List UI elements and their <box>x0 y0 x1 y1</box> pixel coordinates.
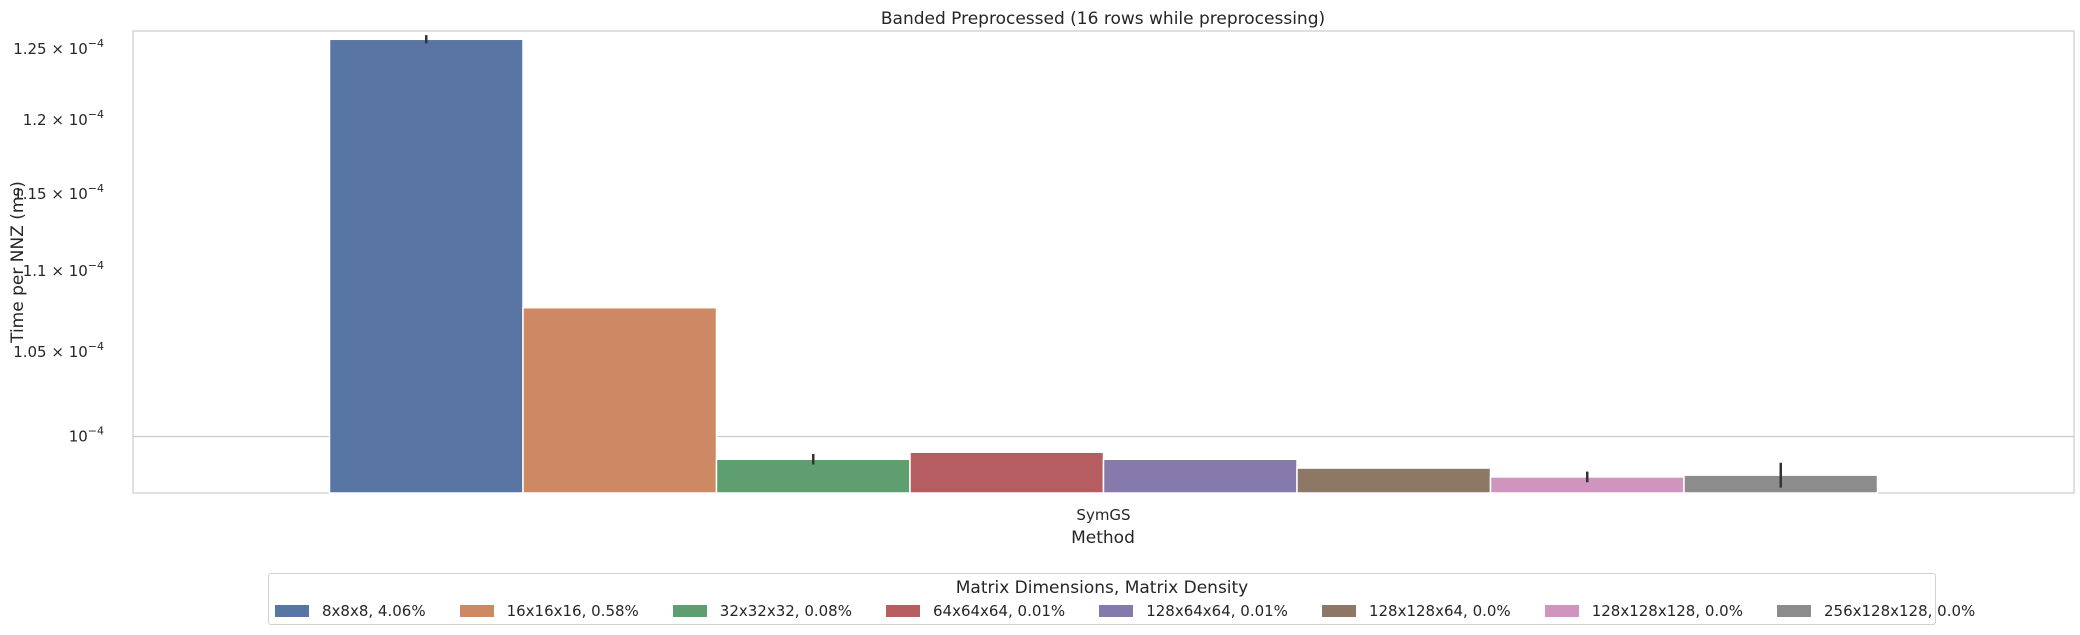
y-tick-label: 1.05 × 10−4 <box>13 340 104 361</box>
legend-item: 128x128x128, 0.0% <box>1544 602 1743 620</box>
y-tick-label: 1.15 × 10−4 <box>13 182 104 203</box>
legend-item: 64x64x64, 0.01% <box>885 602 1066 620</box>
legend-item: 32x32x32, 0.08% <box>672 602 852 620</box>
y-tick-labels: 10−4 1.05 × 10−4 1.1 × 10−4 1.15 × 10−4 1.2 … <box>13 37 104 446</box>
legend-items: 8x8x8, 4.06% 16x16x16, 0.58% 32x32x32, 0.0… <box>275 602 1975 620</box>
legend-swatch <box>1321 605 1356 617</box>
legend-swatch <box>1776 605 1811 617</box>
y-axis-label: Time per NNZ (ms) <box>8 181 28 344</box>
legend-label: 256x128x128, 0.0% <box>1823 602 1976 620</box>
legend-item: 256x128x128, 0.0% <box>1776 602 1976 620</box>
y-tick-label: 1.1 × 10−4 <box>23 259 104 280</box>
error-bars <box>425 35 1782 488</box>
legend-item: 16x16x16, 0.58% <box>459 602 639 620</box>
legend-swatch <box>1099 605 1134 617</box>
bar <box>909 451 1105 494</box>
legend-label: 8x8x8, 4.06% <box>322 602 426 620</box>
bar <box>328 38 524 494</box>
y-tick-label: 1.2 × 10−4 <box>23 108 104 129</box>
legend-swatch <box>459 605 494 617</box>
legend-swatch <box>885 605 920 617</box>
legend-label: 32x32x32, 0.08% <box>719 602 852 620</box>
legend-item: 128x64x64, 0.01% <box>1099 602 1288 620</box>
x-axis-label: Method <box>1071 528 1135 548</box>
bar <box>1102 458 1298 494</box>
legend-label: 64x64x64, 0.01% <box>932 602 1066 620</box>
y-tick-label: 1.25 × 10−4 <box>13 37 104 58</box>
legend-item: 128x128x64, 0.0% <box>1321 602 1511 620</box>
bars <box>328 38 1879 494</box>
chart-title: Banded Preprocessed (16 rows while prepr… <box>881 9 1325 29</box>
x-tick-labels: SymGS <box>1076 506 1130 524</box>
legend-swatch <box>275 605 309 617</box>
x-tick-label: SymGS <box>1076 506 1130 524</box>
legend-label: 128x64x64, 0.01% <box>1146 602 1288 620</box>
bar <box>1296 467 1492 494</box>
legend-title: Matrix Dimensions, Matrix Density <box>955 578 1249 598</box>
legend-label: 16x16x16, 0.58% <box>506 602 639 620</box>
chart: 10−4 1.05 × 10−4 1.1 × 10−4 1.15 × 10−4 1.2 … <box>8 9 2075 548</box>
bar <box>522 306 718 494</box>
legend: Matrix Dimensions, Matrix Density 8x8x8,… <box>268 573 1975 625</box>
legend-label: 128x128x64, 0.0% <box>1368 602 1511 620</box>
legend-label: 128x128x128, 0.0% <box>1591 602 1743 620</box>
y-tick-label: 10−4 <box>69 425 104 446</box>
legend-swatch <box>672 605 707 617</box>
legend-swatch <box>1544 605 1579 617</box>
legend-item: 8x8x8, 4.06% <box>275 602 426 620</box>
